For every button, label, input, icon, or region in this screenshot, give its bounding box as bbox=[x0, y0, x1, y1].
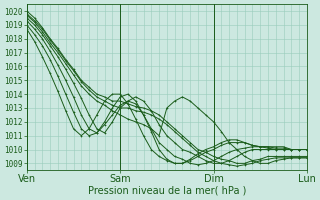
X-axis label: Pression niveau de la mer( hPa ): Pression niveau de la mer( hPa ) bbox=[88, 186, 246, 196]
